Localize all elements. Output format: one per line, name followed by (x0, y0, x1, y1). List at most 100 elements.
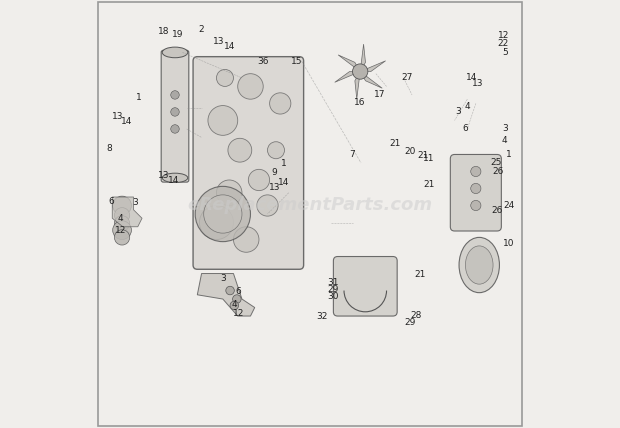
Ellipse shape (162, 47, 188, 58)
Circle shape (226, 286, 234, 295)
Text: 29: 29 (404, 318, 415, 327)
Circle shape (208, 106, 237, 135)
Text: 13: 13 (269, 183, 281, 192)
Circle shape (471, 166, 481, 177)
Text: 16: 16 (355, 98, 366, 107)
Circle shape (170, 125, 179, 133)
Text: 26: 26 (492, 167, 503, 176)
Text: 5: 5 (503, 48, 508, 57)
Circle shape (115, 216, 130, 231)
Text: 13: 13 (157, 171, 169, 180)
Circle shape (195, 186, 250, 242)
Ellipse shape (162, 173, 188, 182)
FancyBboxPatch shape (334, 256, 397, 316)
Text: 6: 6 (108, 197, 114, 206)
Text: 12: 12 (498, 31, 509, 40)
Circle shape (216, 69, 234, 86)
Text: 19: 19 (172, 30, 183, 39)
Polygon shape (338, 55, 360, 71)
Circle shape (200, 205, 234, 240)
Text: 18: 18 (157, 27, 169, 36)
Text: 3: 3 (503, 125, 508, 134)
Text: 31: 31 (327, 277, 339, 286)
Circle shape (232, 295, 241, 303)
Polygon shape (112, 197, 142, 227)
Text: 26: 26 (492, 206, 503, 215)
FancyBboxPatch shape (450, 155, 502, 231)
Text: 1: 1 (506, 150, 512, 159)
Circle shape (267, 142, 285, 159)
Polygon shape (360, 61, 386, 71)
Circle shape (471, 183, 481, 193)
Text: 13: 13 (112, 112, 123, 121)
Text: 30: 30 (327, 292, 339, 301)
Text: 9: 9 (271, 168, 277, 177)
Text: 27: 27 (401, 73, 413, 82)
FancyBboxPatch shape (161, 50, 189, 182)
Text: 13: 13 (472, 78, 484, 88)
Text: 4: 4 (231, 300, 237, 309)
Text: 20: 20 (404, 146, 415, 155)
Text: 14: 14 (278, 178, 290, 187)
Text: 21: 21 (423, 180, 435, 189)
Text: 14: 14 (224, 42, 235, 51)
Polygon shape (355, 71, 360, 99)
Circle shape (471, 200, 481, 211)
Text: 4: 4 (464, 102, 470, 111)
Text: 1: 1 (281, 159, 286, 168)
Text: 13: 13 (213, 37, 224, 46)
Circle shape (270, 93, 291, 114)
Text: 12: 12 (115, 226, 126, 235)
Circle shape (228, 138, 252, 162)
Polygon shape (197, 273, 255, 316)
Text: 6: 6 (236, 287, 241, 296)
Polygon shape (360, 71, 382, 88)
Text: 22: 22 (498, 39, 509, 48)
Circle shape (237, 74, 264, 99)
Text: eReplacementParts.com: eReplacementParts.com (187, 196, 433, 214)
Text: 6: 6 (463, 125, 468, 134)
Circle shape (204, 195, 242, 233)
Polygon shape (360, 44, 366, 71)
Circle shape (249, 169, 270, 190)
Circle shape (234, 227, 259, 252)
Text: 25: 25 (490, 158, 502, 166)
Text: 17: 17 (374, 90, 386, 99)
Text: 11: 11 (422, 154, 434, 163)
Text: 3: 3 (455, 107, 461, 116)
Text: 3: 3 (220, 274, 226, 283)
Text: 2: 2 (199, 24, 205, 33)
FancyBboxPatch shape (193, 56, 304, 269)
Circle shape (216, 180, 242, 205)
Text: 29: 29 (328, 285, 339, 294)
Circle shape (257, 195, 278, 216)
Circle shape (230, 301, 239, 310)
Text: 8: 8 (107, 143, 112, 153)
Circle shape (115, 208, 130, 223)
Text: 21: 21 (417, 151, 428, 160)
Text: 36: 36 (257, 57, 269, 66)
Text: 24: 24 (503, 201, 515, 210)
Text: 14: 14 (168, 176, 180, 185)
Text: 15: 15 (291, 57, 302, 66)
Text: 12: 12 (233, 309, 244, 318)
Text: 14: 14 (121, 117, 132, 126)
Circle shape (353, 64, 368, 79)
Text: 1: 1 (136, 92, 142, 101)
Ellipse shape (466, 246, 493, 284)
Text: 28: 28 (410, 311, 422, 320)
Text: 7: 7 (349, 150, 355, 159)
Text: 14: 14 (466, 74, 477, 83)
Text: 4: 4 (502, 137, 508, 146)
Circle shape (113, 221, 131, 240)
Text: 3: 3 (132, 198, 138, 207)
Polygon shape (335, 71, 360, 82)
Circle shape (115, 230, 130, 245)
Text: 4: 4 (118, 214, 123, 223)
Circle shape (113, 196, 131, 215)
Text: 32: 32 (316, 312, 327, 321)
Circle shape (170, 91, 179, 99)
Text: 21: 21 (414, 270, 425, 279)
Circle shape (170, 108, 179, 116)
Text: 10: 10 (503, 239, 515, 248)
